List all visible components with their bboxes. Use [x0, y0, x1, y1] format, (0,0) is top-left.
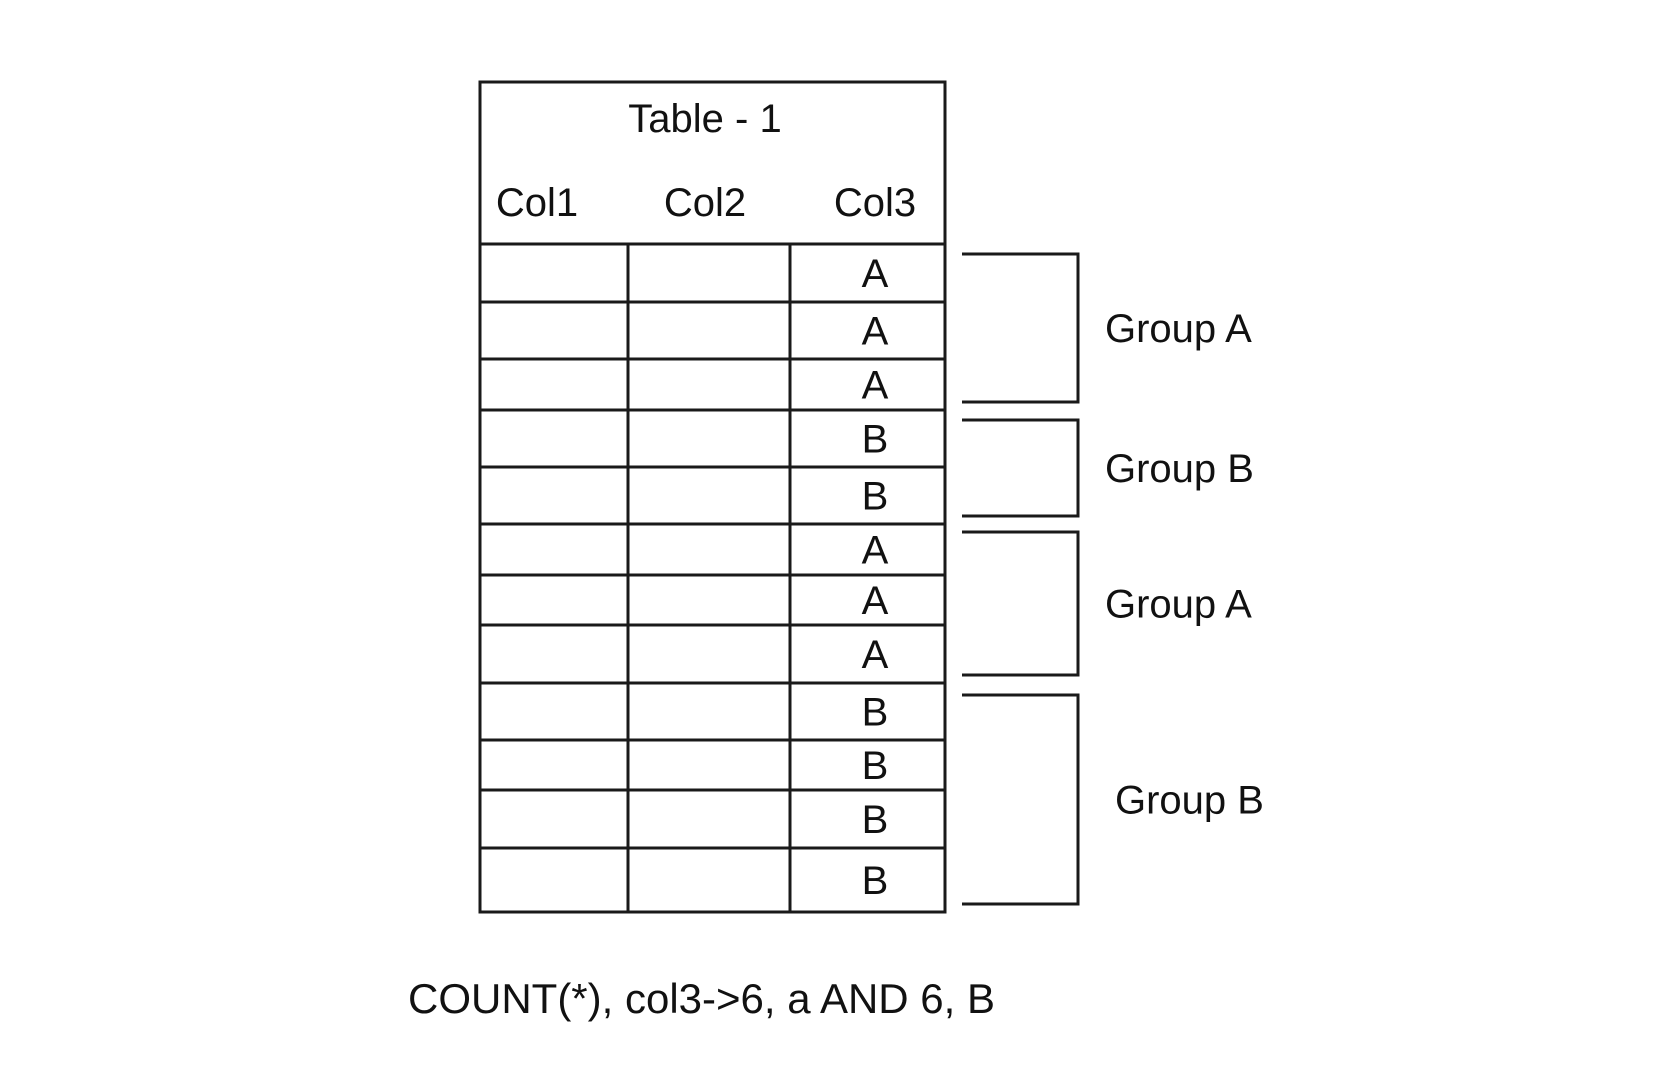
group-label: Group B [1115, 779, 1264, 823]
column-header: Col1 [496, 181, 578, 225]
table-cell: B [862, 691, 889, 735]
table-frame [478, 80, 947, 914]
group-bracket [962, 418, 1080, 518]
group-label: Group A [1105, 307, 1252, 351]
group-brackets: Group A Group B Group A Group B [962, 252, 1264, 906]
group-label: Group A [1105, 583, 1252, 627]
table-title: Table - 1 [628, 97, 781, 141]
table-cell: B [862, 859, 889, 903]
group-label: Group B [1105, 447, 1254, 491]
table-cell: B [862, 475, 889, 519]
table-cell: A [862, 310, 889, 354]
table-cell: B [862, 744, 889, 788]
query-caption: COUNT(*), col3->6, a AND 6, B [408, 975, 995, 1022]
table-cell: A [862, 529, 889, 573]
table-cell: A [862, 633, 889, 677]
table-cell: A [862, 364, 889, 408]
table-cell: B [862, 418, 889, 462]
table-cell: A [862, 579, 889, 623]
table-cell: B [862, 798, 889, 842]
group-bracket [962, 252, 1080, 404]
group-bracket [962, 530, 1080, 677]
column-header: Col2 [664, 181, 746, 225]
group-bracket [962, 693, 1080, 906]
column-header: Col3 [834, 181, 916, 225]
table-cell: A [862, 252, 889, 296]
